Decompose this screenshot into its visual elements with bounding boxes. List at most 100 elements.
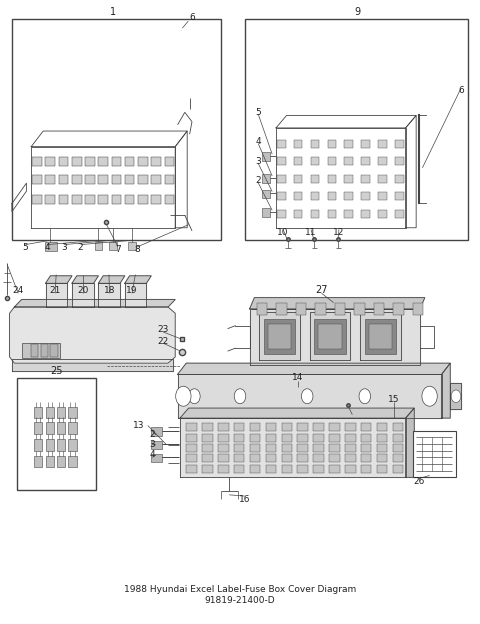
Text: 15: 15 bbox=[388, 395, 399, 404]
Polygon shape bbox=[360, 312, 401, 360]
Bar bbox=[34, 407, 42, 418]
Text: 6: 6 bbox=[458, 86, 464, 95]
Text: 3: 3 bbox=[61, 243, 67, 251]
Bar bbox=[268, 324, 291, 349]
Bar bbox=[298, 465, 308, 473]
Bar bbox=[378, 175, 387, 183]
Bar bbox=[165, 175, 174, 184]
Bar bbox=[311, 140, 319, 148]
Bar bbox=[378, 192, 387, 200]
Polygon shape bbox=[125, 276, 151, 283]
Bar bbox=[138, 195, 148, 205]
Bar bbox=[218, 423, 228, 431]
Bar bbox=[138, 157, 148, 166]
Bar bbox=[218, 454, 228, 462]
Bar bbox=[378, 157, 387, 165]
Bar bbox=[59, 195, 68, 205]
Polygon shape bbox=[72, 283, 94, 307]
Text: 13: 13 bbox=[133, 421, 145, 430]
Bar bbox=[281, 454, 292, 462]
Bar bbox=[68, 456, 77, 467]
Bar bbox=[335, 303, 346, 315]
Bar bbox=[281, 465, 292, 473]
Polygon shape bbox=[276, 128, 406, 228]
Bar bbox=[298, 444, 308, 452]
Bar bbox=[45, 242, 57, 251]
Polygon shape bbox=[250, 309, 420, 365]
Text: 5: 5 bbox=[255, 108, 261, 117]
Polygon shape bbox=[98, 276, 125, 283]
Bar bbox=[327, 192, 336, 200]
Bar bbox=[313, 465, 324, 473]
Bar bbox=[265, 444, 276, 452]
Bar bbox=[327, 175, 336, 183]
Bar bbox=[128, 242, 136, 250]
Bar bbox=[57, 439, 65, 451]
Bar bbox=[151, 157, 161, 166]
Bar bbox=[345, 140, 353, 148]
Bar bbox=[377, 423, 387, 431]
Bar bbox=[393, 444, 403, 452]
Polygon shape bbox=[46, 283, 67, 307]
Bar bbox=[264, 319, 295, 354]
Bar bbox=[72, 195, 82, 205]
Bar bbox=[202, 465, 213, 473]
Bar bbox=[294, 210, 302, 218]
Polygon shape bbox=[250, 298, 425, 309]
Bar bbox=[313, 434, 324, 442]
Bar bbox=[34, 439, 42, 451]
Bar bbox=[361, 454, 372, 462]
Bar bbox=[250, 434, 260, 442]
Circle shape bbox=[176, 386, 191, 406]
Bar bbox=[313, 423, 324, 431]
Bar bbox=[361, 175, 370, 183]
Bar bbox=[413, 303, 423, 315]
Text: 19: 19 bbox=[126, 286, 138, 295]
Polygon shape bbox=[31, 131, 187, 147]
Bar bbox=[314, 319, 346, 354]
Bar bbox=[202, 423, 213, 431]
Bar bbox=[315, 303, 326, 315]
Bar bbox=[262, 152, 270, 161]
Bar bbox=[245, 19, 468, 240]
Bar bbox=[327, 157, 336, 165]
Bar bbox=[313, 444, 324, 452]
Bar bbox=[59, 157, 68, 166]
Bar bbox=[46, 422, 54, 434]
Bar bbox=[378, 140, 387, 148]
Bar bbox=[202, 434, 213, 442]
Text: 2: 2 bbox=[149, 431, 155, 439]
Bar bbox=[298, 454, 308, 462]
Bar bbox=[345, 444, 356, 452]
Text: 9: 9 bbox=[355, 7, 360, 17]
Text: 2: 2 bbox=[255, 177, 261, 185]
Bar bbox=[22, 343, 60, 358]
Bar bbox=[32, 157, 42, 166]
Polygon shape bbox=[14, 300, 175, 307]
Polygon shape bbox=[125, 283, 146, 307]
Bar bbox=[234, 423, 244, 431]
Bar bbox=[329, 465, 340, 473]
Bar bbox=[281, 444, 292, 452]
Polygon shape bbox=[12, 183, 26, 212]
Bar bbox=[151, 175, 161, 184]
Polygon shape bbox=[276, 115, 416, 128]
Polygon shape bbox=[180, 408, 414, 418]
Bar bbox=[57, 407, 65, 418]
Text: 5: 5 bbox=[23, 243, 28, 251]
Circle shape bbox=[189, 389, 200, 404]
Text: 3: 3 bbox=[149, 441, 155, 449]
Text: 25: 25 bbox=[50, 366, 63, 376]
Bar bbox=[277, 192, 286, 200]
Bar bbox=[277, 210, 286, 218]
Bar bbox=[393, 303, 404, 315]
Text: 2: 2 bbox=[78, 243, 84, 251]
Bar bbox=[265, 434, 276, 442]
Bar bbox=[413, 431, 456, 477]
Bar bbox=[151, 454, 162, 462]
Bar bbox=[72, 157, 82, 166]
Bar bbox=[377, 454, 387, 462]
Text: 27: 27 bbox=[315, 285, 328, 295]
Polygon shape bbox=[406, 115, 416, 228]
Bar bbox=[265, 465, 276, 473]
